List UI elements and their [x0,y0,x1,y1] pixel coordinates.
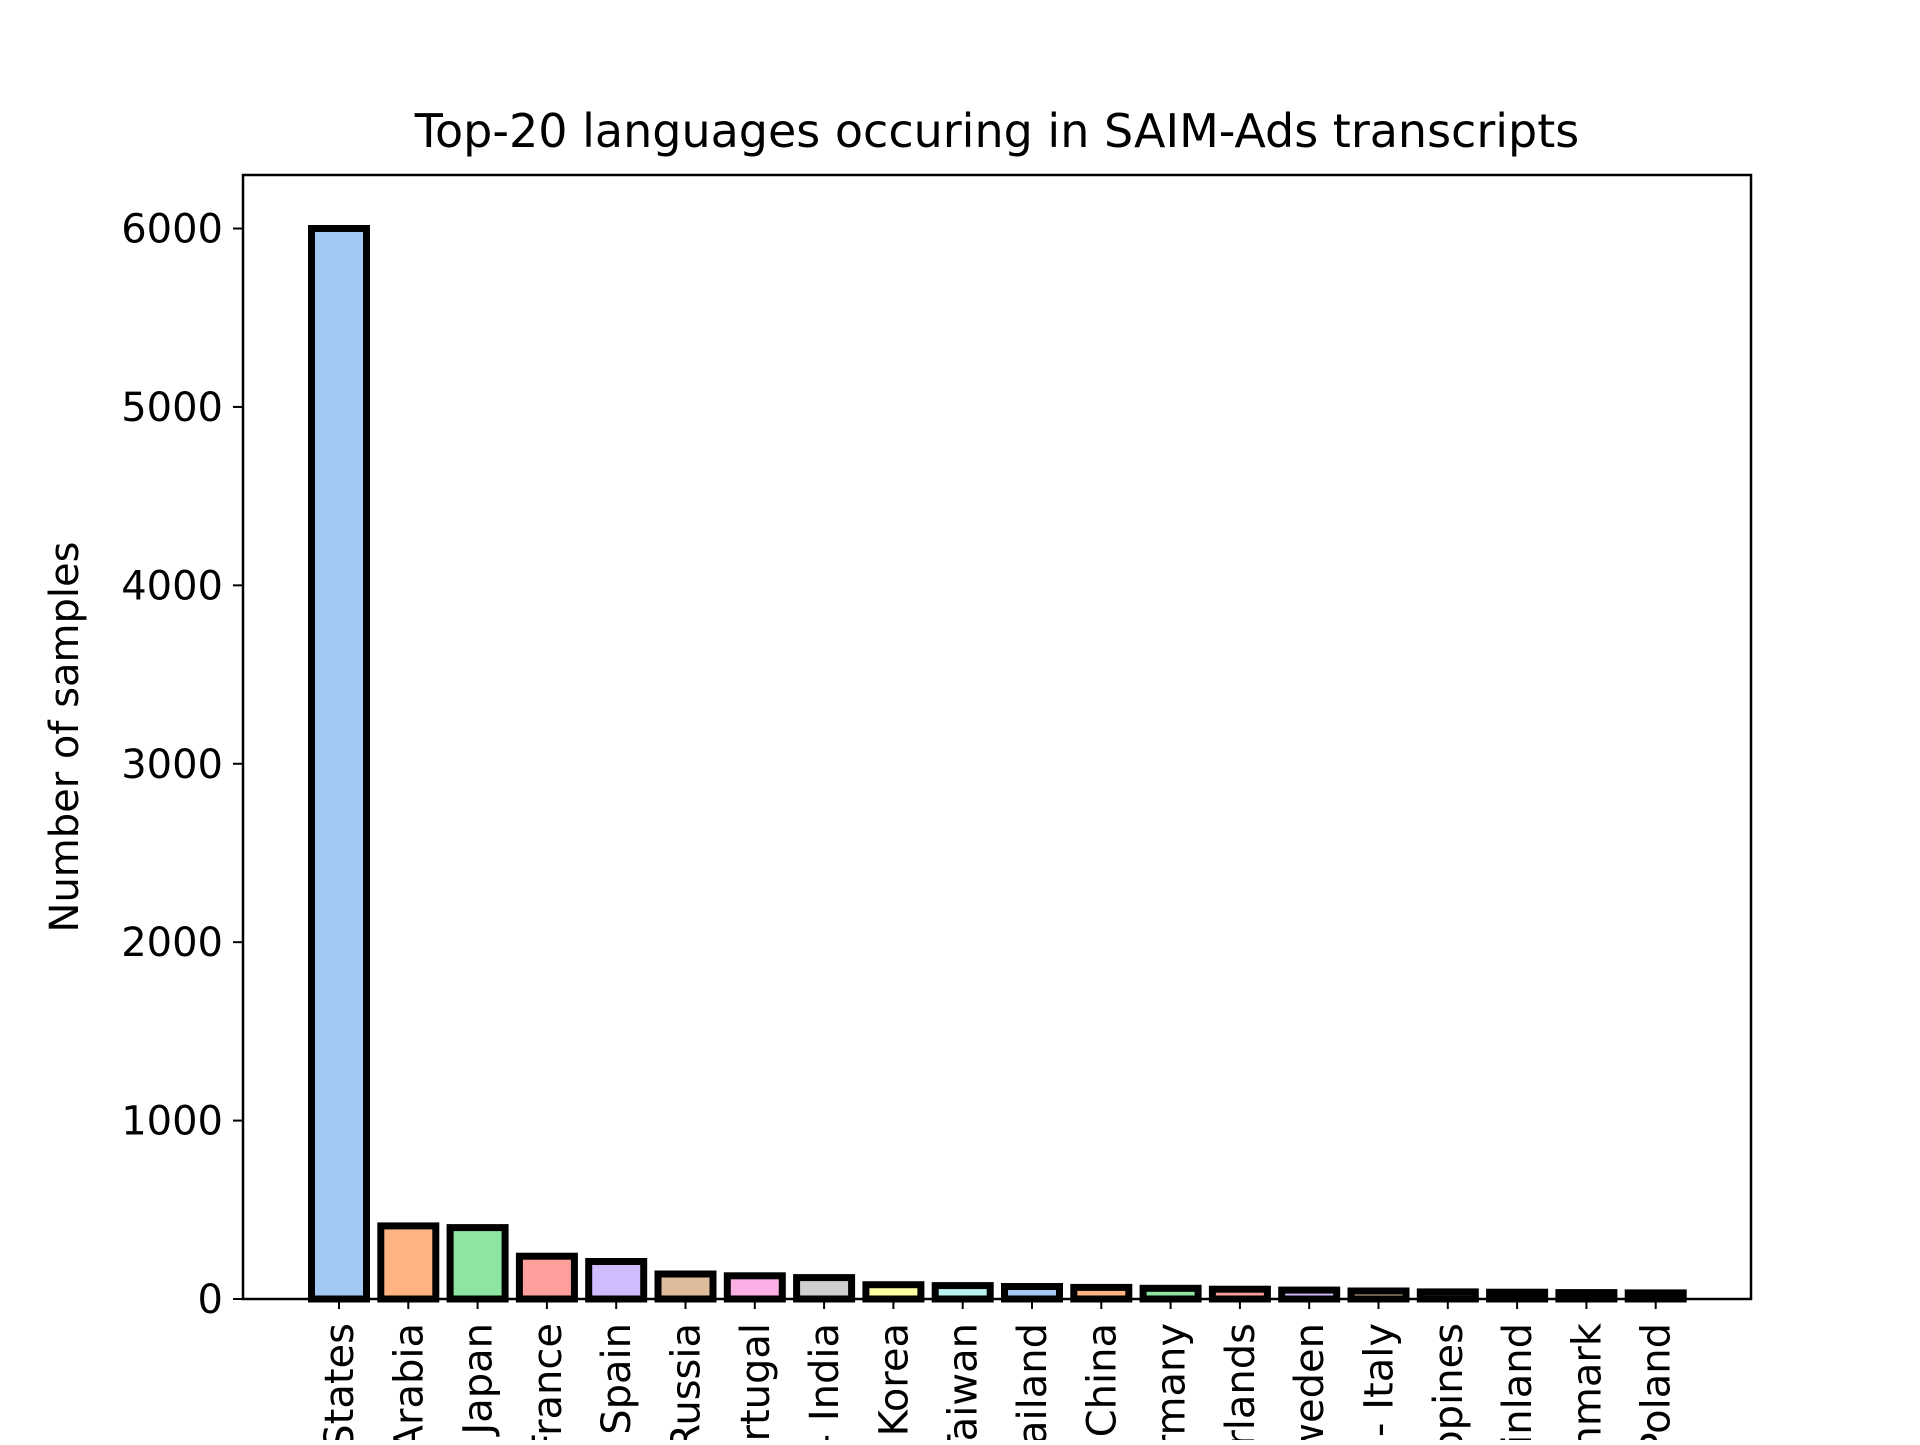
x-tick-label-9: Taiwan [941,1323,987,1440]
x-tick-label-4: Spain [594,1323,640,1435]
bar-11 [1070,1283,1133,1303]
x-tick-label-2: Japan [456,1323,502,1438]
x-tick-label-6: ortugal [733,1323,779,1440]
x-tick-label-12: rmany [1149,1323,1195,1440]
x-tick-label-5: Russia [664,1323,710,1440]
x-tick-label-11: China [1079,1323,1125,1437]
bar-3 [515,1252,578,1303]
y-tick-label-1: 1000 [121,1099,223,1145]
bar-6 [723,1272,786,1303]
plot-frame [241,173,1753,1301]
y-tick-label-6: 6000 [121,207,223,253]
bars-layer [308,225,1687,1303]
x-tick-label-19: Poland [1634,1323,1680,1440]
x-tick-label-3: France [525,1323,571,1440]
x-tick-label-16: ppines [1426,1323,1472,1440]
bar-9 [931,1282,994,1303]
ticks-layer: States Arabia Japan France Spain Russia ortuga… [121,207,1680,1445]
y-tick-label-2: 2000 [121,920,223,966]
x-tick-label-18: nmark [1564,1322,1610,1440]
bar-8 [862,1281,925,1303]
x-tick-label-15: - Italy [1357,1323,1403,1437]
x-tick-label-10: ailand [1010,1323,1056,1440]
bar-7 [793,1274,856,1303]
y-tick-label-4: 4000 [121,563,223,609]
bar-13 [1208,1285,1271,1303]
y-tick-label-5: 5000 [121,385,223,431]
x-tick-label-14: weden [1287,1323,1333,1440]
y-tick-label-0: 0 [198,1277,223,1323]
x-tick-label-1: Arabia [386,1323,432,1440]
x-tick-label-17: inland [1495,1323,1541,1440]
bar-12 [1139,1284,1202,1303]
x-tick-label-0: States [317,1323,363,1440]
chart-title: Top-20 languages occuring in SAIM-Ads tr… [414,104,1580,158]
bar-14 [1278,1286,1341,1303]
bar-1 [377,1222,440,1303]
x-tick-label-13: rlands [1218,1323,1264,1440]
x-tick-label-7: - India [802,1323,848,1440]
bar-4 [585,1258,648,1303]
bar-10 [1001,1283,1063,1303]
bar-5 [654,1270,717,1303]
bar-2 [446,1224,509,1303]
bar-0 [308,225,370,1303]
x-tick-label-8: Korea [871,1323,917,1436]
y-axis-label: Number of samples [42,542,88,933]
y-tick-label-3: 3000 [121,742,223,788]
